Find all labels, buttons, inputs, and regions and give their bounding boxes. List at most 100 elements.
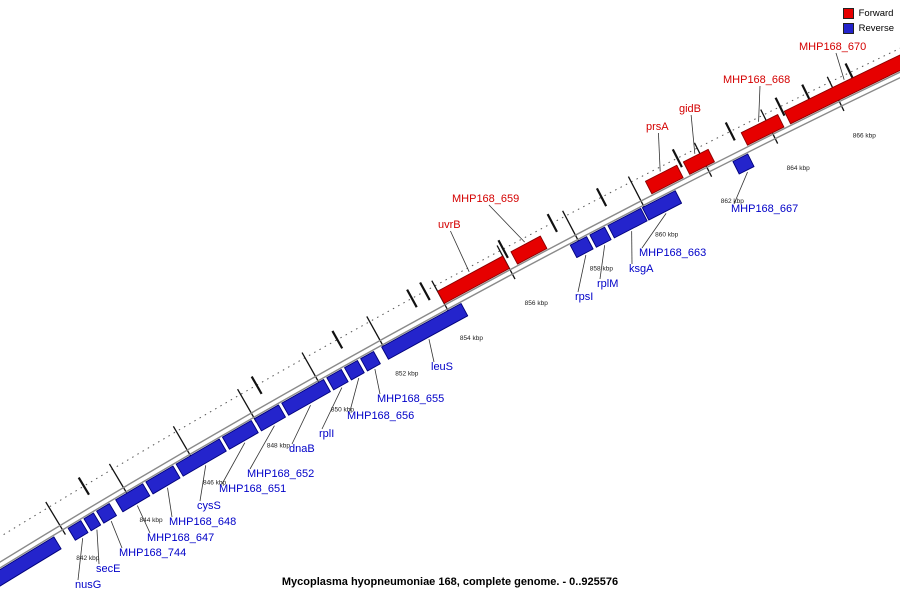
gene-dnaB: [281, 379, 331, 416]
ruler-tick-label: 846 kbp: [203, 480, 227, 487]
legend-label-reverse: Reverse: [858, 23, 894, 34]
gene-label-MHP168_648: MHP168_648: [169, 516, 236, 528]
ruler-tick: [108, 463, 130, 497]
ruler-tick-label: 842 kbp: [76, 555, 100, 562]
gene-label-MHP168_668: MHP168_668: [723, 74, 790, 86]
gene-leader-prsA: [658, 132, 661, 172]
gene-MHP168_648: [145, 465, 181, 495]
gene-MHP168_647: [115, 483, 151, 513]
ruler-tick: [627, 176, 647, 211]
gene-cysS: [175, 438, 227, 477]
feature-mark: [595, 187, 608, 207]
gene-label-ksgA: ksgA: [629, 263, 654, 275]
ruler-tick-label: 854 kbp: [460, 335, 484, 342]
ruler-tick: [237, 388, 258, 423]
legend-label-forward: Forward: [858, 8, 894, 19]
feature-mark: [724, 122, 736, 141]
ruler-tick: [562, 210, 581, 245]
label-leaders-layer: [77, 52, 845, 581]
gene-leader-uvrB: [450, 230, 470, 273]
gene-MHP168_668: [740, 114, 785, 146]
gene-label-rplM: rplM: [597, 278, 618, 290]
gene-leader-cysS: [199, 465, 207, 502]
gene-MHP168_655: [360, 351, 381, 372]
gene-label-leuS: leuS: [431, 361, 453, 373]
ruler-tick: [366, 316, 386, 350]
ruler-tick-label: 848 kbp: [267, 443, 291, 450]
gene-labels-layer: nusG secE MHP168_744 MHP168_647 MHP168_648 cy…: [75, 41, 866, 591]
gene-label-MHP168_647: MHP168_647: [147, 532, 214, 544]
genome-caption: Mycoplasma hyopneumoniae 168, complete g…: [281, 576, 619, 588]
gene-label-MHP168_744: MHP168_744: [119, 547, 186, 559]
ruler-tick: [172, 426, 194, 460]
ruler-tick-label: 858 kbp: [590, 265, 614, 272]
gene-leader-MHP168_663: [641, 213, 667, 249]
gene-rplM: [589, 226, 612, 248]
gene-label-MHP168_667: MHP168_667: [731, 203, 798, 215]
gene-label-secE: secE: [96, 563, 120, 575]
gene-gidB: [682, 148, 715, 175]
gene-rpsI: [569, 236, 594, 259]
ruler-tick-label: 844 kbp: [140, 517, 164, 524]
gene-leader-dnaB: [291, 405, 311, 445]
gene-leader-gidB: [690, 114, 696, 154]
feature-mark: [77, 477, 90, 496]
legend: Forward Reverse: [842, 8, 894, 38]
reverse-strand-swatch-icon: [842, 23, 854, 34]
ruler-tick-label: 856 kbp: [525, 300, 549, 307]
gene-MHP168_744: [96, 503, 117, 524]
gene-label-uvrB: uvrB: [438, 219, 461, 231]
gene-label-nusG: nusG: [75, 579, 101, 591]
gene-rplI: [326, 369, 349, 391]
gene-label-dnaB: dnaB: [289, 443, 315, 455]
feature-mark: [406, 289, 418, 308]
ruler-tick-label: 862 kbp: [721, 198, 745, 205]
gene-leader-MHP168_668: [758, 85, 761, 122]
ruler-tick-label: 864 kbp: [787, 165, 811, 172]
gene-leader-rplM: [599, 245, 606, 280]
gene-leader-secE: [96, 529, 100, 565]
gene-MHP168_651: [222, 420, 259, 450]
legend-item-reverse: Reverse: [842, 23, 894, 34]
gene-leader-rplI: [321, 387, 343, 430]
genome-backbone-line: [0, 77, 900, 569]
gene-label-rpsI: rpsI: [575, 291, 593, 303]
gene-label-MHP168_663: MHP168_663: [639, 247, 706, 259]
gene-leader-MHP168_659: [488, 204, 525, 243]
gene-leader-MHP168_744: [110, 520, 123, 549]
gene-nusG: [67, 520, 89, 541]
gene-MHP168_670: [783, 54, 900, 125]
feature-mark: [419, 281, 431, 301]
gene-label-MHP168_652: MHP168_652: [247, 468, 314, 480]
gene-label-rplI: rplI: [319, 428, 334, 440]
gene-label-prsA: prsA: [646, 121, 669, 133]
gene-prsA: [644, 164, 684, 195]
feature-mark: [331, 330, 344, 349]
ruler-tick-label: 860 kbp: [655, 231, 679, 238]
gene-leader-rpsI: [577, 254, 587, 293]
gene-MHP168_663: [641, 190, 683, 221]
gene-label-MHP168_655: MHP168_655: [377, 393, 444, 405]
gene-leader-MHP168_652: [249, 425, 275, 470]
gene-MHP168_659: [510, 235, 548, 265]
gene-label-MHP168_656: MHP168_656: [347, 410, 414, 422]
gene-label-MHP168_651: MHP168_651: [219, 483, 286, 495]
gene-MHP168_667: [732, 153, 755, 175]
backbone-layer: [0, 71, 900, 569]
gene-leader-MHP168_647: [136, 505, 151, 534]
feature-mark: [497, 239, 509, 259]
gene-secE: [83, 512, 102, 532]
ruler-tick-label: 866 kbp: [853, 132, 877, 139]
gene-MHP168_656: [344, 360, 365, 381]
genes-layer: [0, 54, 900, 587]
feature-mark: [250, 375, 263, 395]
gene-label-gidB: gidB: [679, 103, 701, 115]
gene-label-MHP168_670: MHP168_670: [799, 41, 866, 53]
legend-item-forward: Forward: [842, 8, 894, 19]
gene-uvrB: [437, 255, 510, 304]
feature-mark: [546, 213, 558, 233]
feature-mark: [774, 97, 786, 117]
gene-MHP168_652: [254, 404, 286, 432]
